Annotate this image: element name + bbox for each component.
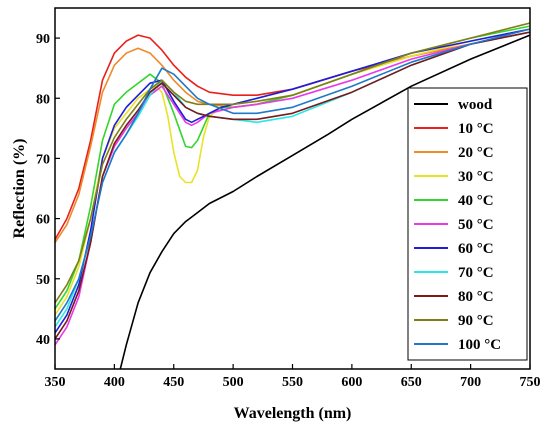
x-tick-label-4: 550 [282,375,303,390]
y-tick-label-1: 50 [36,273,50,288]
ticks-layer: 350 400 450 500 550 600 650 700 750 40 50 60 70 80 90 [36,32,541,390]
legend: wood 10 °C 20 °C 30 °C 40 °C 50 °C 60 °C 70 °C 8… [407,87,528,361]
y-tick-label-5: 90 [36,32,50,47]
y-tick-label-0: 40 [36,333,50,348]
legend-label-0: wood [458,97,493,113]
x-tick-label-8: 750 [520,375,541,390]
series-line-10 [55,28,530,322]
legend-label-2: 20 °C [458,145,494,161]
x-tick-label-2: 450 [163,375,184,390]
legend-label-5: 50 °C [458,217,494,233]
legend-label-9: 90 °C [458,313,494,329]
x-tick-label-0: 350 [45,375,66,390]
legend-label-10: 100 °C [458,337,501,353]
y-tick-label-4: 80 [36,92,50,107]
x-tick-label-3: 500 [223,375,244,390]
x-tick-label-7: 700 [460,375,481,390]
legend-label-6: 60 °C [458,241,494,257]
y-tick-label-3: 70 [36,152,50,167]
y-tick-label-2: 60 [36,213,50,228]
y-axis-title: Reflection (%) [11,139,28,239]
legend-label-1: 10 °C [458,121,494,137]
legend-label-4: 40 °C [458,193,494,209]
legend-label-3: 30 °C [458,169,494,185]
x-tick-label-6: 650 [401,375,422,390]
series-layer [55,22,530,369]
series-line-9 [55,22,530,304]
legend-label-7: 70 °C [458,265,494,281]
x-tick-label-1: 400 [104,375,125,390]
x-tick-label-5: 600 [341,375,362,390]
legend-label-8: 80 °C [458,289,494,305]
series-line-0 [119,34,530,369]
x-axis-title: Wavelength (nm) [234,405,352,422]
